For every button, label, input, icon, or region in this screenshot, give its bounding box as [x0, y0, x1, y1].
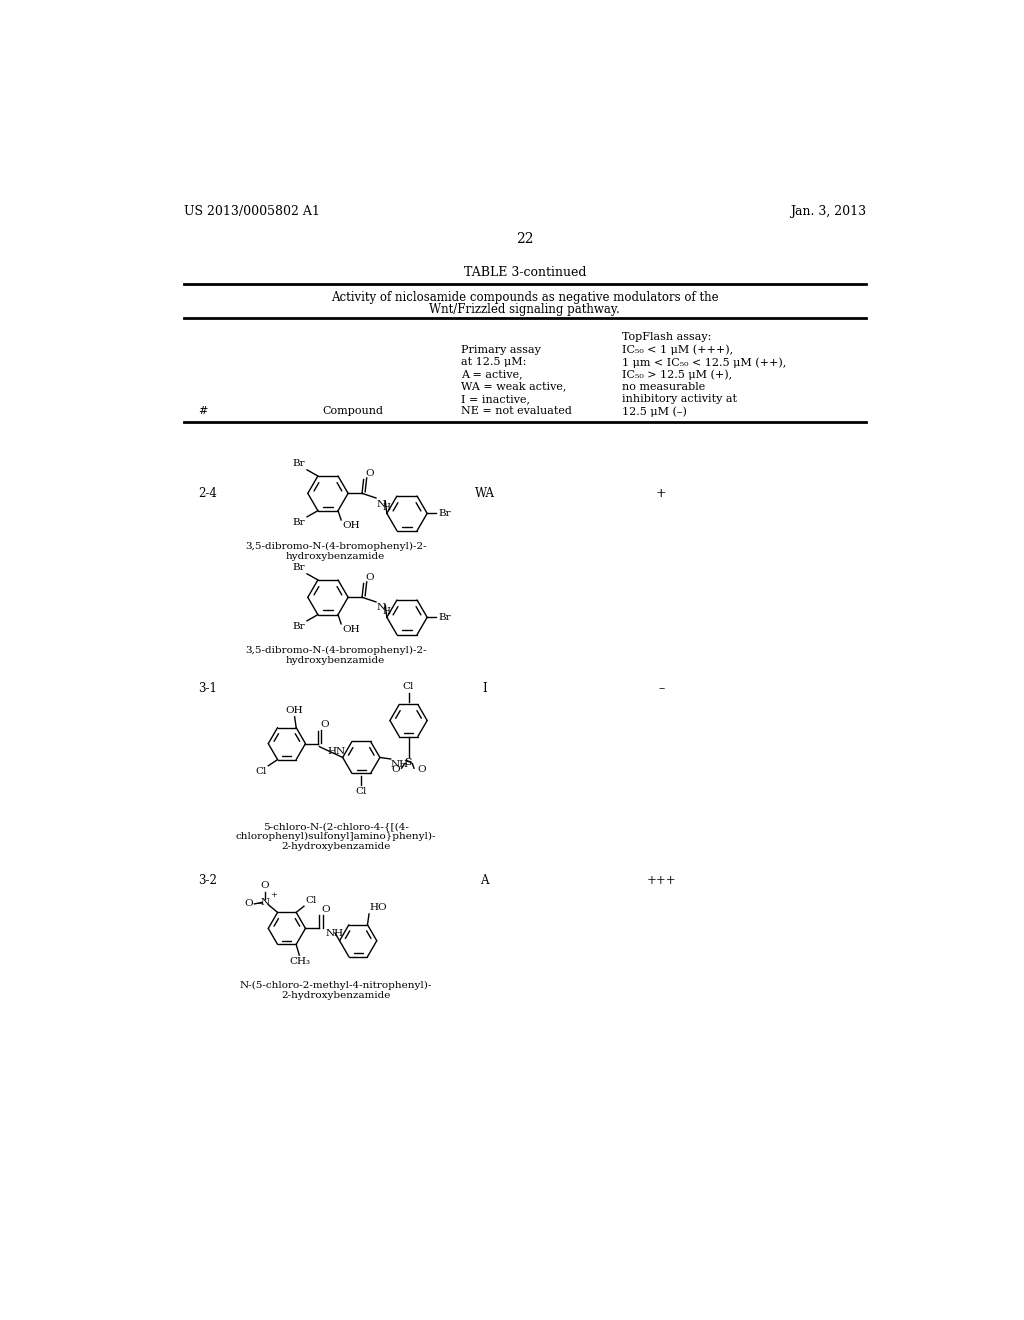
Text: IC₅₀ < 1 μM (+++),: IC₅₀ < 1 μM (+++),: [623, 345, 733, 355]
Text: Wnt/Frizzled signaling pathway.: Wnt/Frizzled signaling pathway.: [429, 304, 621, 317]
Text: 1 μm < IC₅₀ < 12.5 μM (++),: 1 μm < IC₅₀ < 12.5 μM (++),: [623, 358, 786, 368]
Text: −: −: [256, 900, 263, 908]
Text: N-(5-chloro-2-methyl-4-nitrophenyl)-: N-(5-chloro-2-methyl-4-nitrophenyl)-: [240, 981, 432, 990]
Text: I: I: [482, 682, 486, 696]
Text: OH: OH: [342, 521, 359, 531]
Text: HN: HN: [328, 747, 345, 756]
Text: WA: WA: [474, 487, 495, 500]
Text: N: N: [261, 898, 269, 907]
Text: hydroxybenzamide: hydroxybenzamide: [286, 552, 385, 561]
Text: Activity of niclosamide compounds as negative modulators of the: Activity of niclosamide compounds as neg…: [331, 290, 719, 304]
Text: inhibitory activity at: inhibitory activity at: [623, 395, 737, 404]
Text: Br: Br: [293, 459, 305, 469]
Text: 3,5-dibromo-N-(4-bromophenyl)-2-: 3,5-dibromo-N-(4-bromophenyl)-2-: [245, 543, 427, 550]
Text: Cl: Cl: [402, 682, 415, 692]
Text: no measurable: no measurable: [623, 381, 706, 392]
Text: OH: OH: [342, 626, 359, 635]
Text: 5-chloro-N-(2-chloro-4-{[(4-: 5-chloro-N-(2-chloro-4-{[(4-: [263, 822, 409, 832]
Text: I = inactive,: I = inactive,: [461, 395, 530, 404]
Text: Br: Br: [293, 564, 305, 573]
Text: chlorophenyl)sulfonyl]amino}phenyl)-: chlorophenyl)sulfonyl]amino}phenyl)-: [236, 832, 436, 841]
Text: O: O: [366, 469, 374, 478]
Text: N: N: [377, 499, 386, 508]
Text: TopFlash assay:: TopFlash assay:: [623, 331, 712, 342]
Text: NH: NH: [391, 760, 409, 768]
Text: 22: 22: [516, 231, 534, 246]
Text: +: +: [270, 891, 276, 899]
Text: A: A: [480, 875, 488, 887]
Text: NH: NH: [326, 928, 344, 937]
Text: H: H: [382, 503, 390, 512]
Text: +: +: [656, 487, 667, 500]
Text: TABLE 3-continued: TABLE 3-continued: [464, 267, 586, 280]
Text: Cl: Cl: [255, 767, 266, 776]
Text: –: –: [658, 682, 665, 696]
Text: at 12.5 μM:: at 12.5 μM:: [461, 358, 526, 367]
Text: HO: HO: [370, 903, 387, 912]
Text: Br: Br: [293, 622, 305, 631]
Text: Cl: Cl: [355, 787, 367, 796]
Text: WA = weak active,: WA = weak active,: [461, 381, 566, 392]
Text: +++: +++: [646, 875, 676, 887]
Text: US 2013/0005802 A1: US 2013/0005802 A1: [183, 205, 319, 218]
Text: 3-1: 3-1: [198, 682, 217, 696]
Text: OH: OH: [286, 706, 303, 715]
Text: 3-2: 3-2: [198, 875, 217, 887]
Text: S: S: [404, 758, 413, 767]
Text: O: O: [261, 880, 269, 890]
Text: H: H: [382, 607, 390, 616]
Text: #: #: [198, 407, 207, 416]
Text: O: O: [417, 766, 426, 775]
Text: O: O: [391, 766, 400, 775]
Text: O: O: [321, 719, 329, 729]
Text: CH₃: CH₃: [290, 957, 310, 966]
Text: Jan. 3, 2013: Jan. 3, 2013: [790, 205, 866, 218]
Text: Br: Br: [438, 612, 451, 622]
Text: 2-4: 2-4: [198, 487, 217, 500]
Text: Primary assay: Primary assay: [461, 345, 541, 355]
Text: IC₅₀ > 12.5 μM (+),: IC₅₀ > 12.5 μM (+),: [623, 370, 732, 380]
Text: 3,5-dibromo-N-(4-bromophenyl)-2-: 3,5-dibromo-N-(4-bromophenyl)-2-: [245, 645, 427, 655]
Text: O: O: [244, 899, 253, 908]
Text: 2-hydroxybenzamide: 2-hydroxybenzamide: [281, 842, 390, 851]
Text: Cl: Cl: [305, 896, 316, 904]
Text: A = active,: A = active,: [461, 370, 523, 379]
Text: N: N: [377, 603, 386, 612]
Text: NE = not evaluated: NE = not evaluated: [461, 407, 572, 416]
Text: hydroxybenzamide: hydroxybenzamide: [286, 656, 385, 665]
Text: 12.5 μM (–): 12.5 μM (–): [623, 407, 687, 417]
Text: 2-hydroxybenzamide: 2-hydroxybenzamide: [281, 991, 390, 999]
Text: O: O: [366, 573, 374, 582]
Text: Br: Br: [293, 519, 305, 528]
Text: Compound: Compound: [323, 407, 383, 416]
Text: O: O: [322, 904, 331, 913]
Text: Br: Br: [438, 510, 451, 517]
